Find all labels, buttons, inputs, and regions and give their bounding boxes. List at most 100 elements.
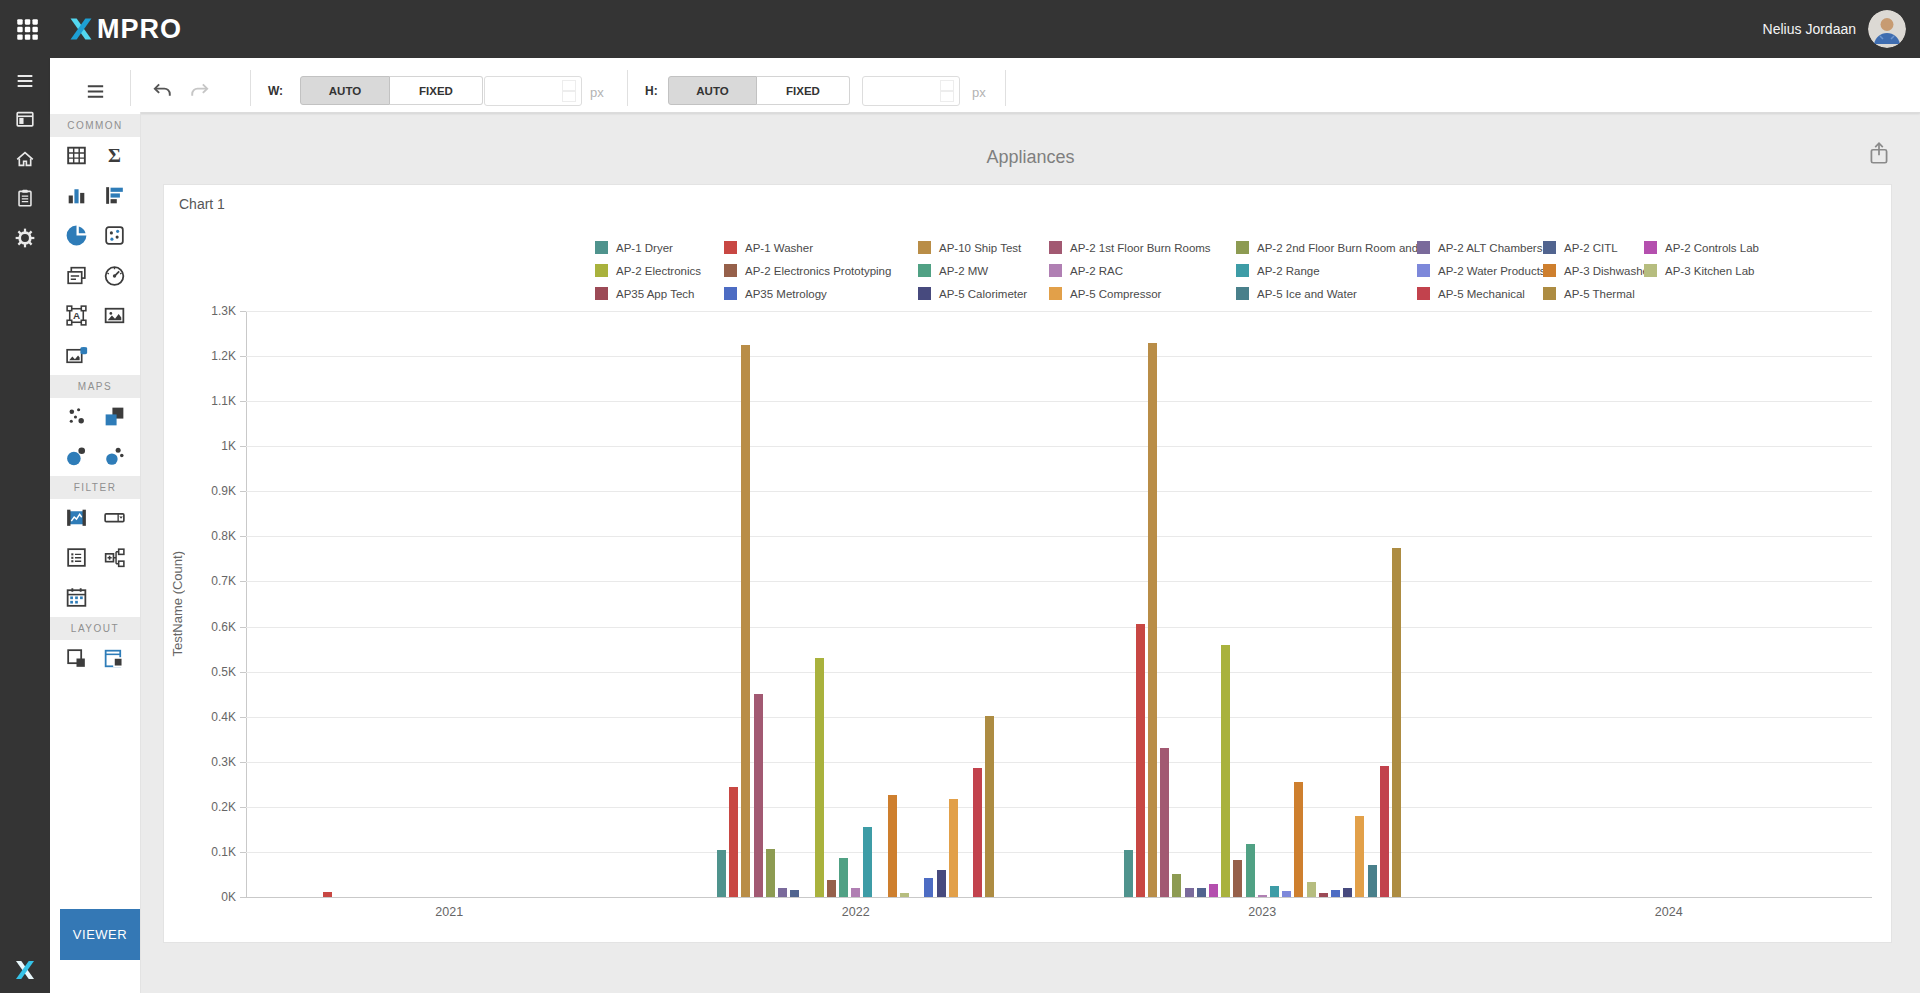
legend-item[interactable]: AP-2 ALT Chambers <box>1417 236 1543 259</box>
height-value-input[interactable] <box>862 76 960 106</box>
bar-AP-3 Kitchen Lab[interactable] <box>1307 882 1316 897</box>
bar-AP-5 Compressor[interactable] <box>1355 816 1364 897</box>
bar-AP-5 Ice and Water[interactable] <box>1368 865 1377 897</box>
bar-chart-icon[interactable] <box>57 182 95 208</box>
legend-item[interactable]: AP-1 Dryer <box>595 236 724 259</box>
cluster-map-icon[interactable] <box>95 443 133 469</box>
bar-AP-5 Mechanical[interactable] <box>973 768 982 897</box>
bar-AP-2 CITL[interactable] <box>1197 888 1206 897</box>
pie-chart-icon[interactable] <box>57 222 95 248</box>
bar-AP35 Metrology[interactable] <box>1331 890 1340 897</box>
bar-AP-3 Kitchen Lab[interactable] <box>900 893 909 897</box>
settings-icon[interactable] <box>14 227 36 249</box>
bar-AP-2 Electronics[interactable] <box>815 658 824 897</box>
legend-item[interactable]: AP-3 Dishwasher <box>1543 259 1644 282</box>
legend-item[interactable]: AP-5 Compressor <box>1049 282 1236 305</box>
panels-icon[interactable] <box>14 108 36 130</box>
bar-AP-2 1st Floor Burn Rooms[interactable] <box>1160 748 1169 897</box>
text-box-icon[interactable]: A <box>57 302 95 328</box>
bar-AP-1 Washer[interactable] <box>1136 624 1145 897</box>
legend-item[interactable]: AP-2 MW <box>918 259 1049 282</box>
popup-layout-icon[interactable] <box>95 645 133 671</box>
bar-AP35 App Tech[interactable] <box>1319 893 1328 897</box>
bar-AP-1 Dryer[interactable] <box>1124 850 1133 897</box>
legend-item[interactable]: AP-5 Calorimeter <box>918 282 1049 305</box>
bar-AP-2 MW[interactable] <box>839 858 848 897</box>
bar-AP-5 Calorimeter[interactable] <box>1343 888 1352 897</box>
width-fixed-button[interactable]: FIXED <box>390 76 483 105</box>
bar-AP-3 Dishwasher[interactable] <box>1294 782 1303 897</box>
gauge-icon[interactable] <box>95 262 133 288</box>
legend-item[interactable]: AP35 App Tech <box>595 282 724 305</box>
menu-icon[interactable] <box>84 80 107 103</box>
height-fixed-button[interactable]: FIXED <box>757 76 850 105</box>
bar-AP-1 Dryer[interactable] <box>717 850 726 897</box>
shape-map-icon[interactable] <box>95 403 133 429</box>
avatar[interactable] <box>1868 10 1906 48</box>
legend-item[interactable]: AP-2 2nd Floor Burn Room and H <box>1236 236 1417 259</box>
app-grid-icon[interactable] <box>14 16 40 42</box>
legend-item[interactable]: AP-2 Water Products <box>1417 259 1543 282</box>
legend-item[interactable]: AP-5 Ice and Water <box>1236 282 1417 305</box>
tree-filter-icon[interactable] <box>95 544 133 570</box>
width-value-input[interactable] <box>484 76 582 106</box>
bar-AP-2 RAC[interactable] <box>1258 895 1267 897</box>
bar-AP-2 Electronics Prototyping[interactable] <box>827 880 836 897</box>
dropdown-filter-icon[interactable] <box>95 504 133 530</box>
legend-item[interactable]: AP-2 RAC <box>1049 259 1236 282</box>
bar-AP-5 Compressor[interactable] <box>949 799 958 897</box>
legend-item[interactable]: AP-1 Washer <box>724 236 918 259</box>
legend-item[interactable]: AP-2 Electronics Prototyping <box>724 259 918 282</box>
legend-item[interactable]: AP35 Metrology <box>724 282 918 305</box>
legend-item[interactable]: AP-3 Kitchen Lab <box>1644 259 1762 282</box>
home-icon[interactable] <box>14 148 36 170</box>
user-name[interactable]: Nelius Jordaan <box>1763 0 1856 58</box>
bar-AP-2 MW[interactable] <box>1246 844 1255 897</box>
bar-AP-2 Controls Lab[interactable] <box>1209 884 1218 897</box>
scatter-plot-icon[interactable] <box>95 222 133 248</box>
bar-AP-10 Ship Test[interactable] <box>1148 343 1157 897</box>
bar-AP-3 Dishwasher[interactable] <box>888 795 897 897</box>
clipboard-icon[interactable] <box>14 187 36 209</box>
width-auto-button[interactable]: AUTO <box>300 76 390 105</box>
menu-icon[interactable] <box>14 70 36 92</box>
bar-AP-2 Water Products[interactable] <box>1282 891 1291 897</box>
image-data-icon[interactable] <box>57 342 95 368</box>
bar-AP-2 ALT Chambers[interactable] <box>778 888 787 897</box>
bar-AP-10 Ship Test[interactable] <box>741 345 750 897</box>
bar-AP-2 ALT Chambers[interactable] <box>1185 888 1194 897</box>
bar-AP-2 Range[interactable] <box>863 827 872 897</box>
legend-item[interactable]: AP-2 Controls Lab <box>1644 236 1762 259</box>
panel-layout-icon[interactable] <box>57 645 95 671</box>
bar-AP-5 Mechanical[interactable] <box>1380 766 1389 897</box>
undo-icon[interactable] <box>151 80 174 103</box>
bar-AP-2 2nd Floor Burn Room and H[interactable] <box>1172 874 1181 897</box>
bar-AP-2 Range[interactable] <box>1270 886 1279 897</box>
sum-icon[interactable]: Σ <box>95 142 133 168</box>
bar-AP-1 Washer[interactable] <box>729 787 738 897</box>
cards-icon[interactable] <box>57 262 95 288</box>
bar-AP-2 2nd Floor Burn Room and H[interactable] <box>766 849 775 897</box>
bar-AP35 Metrology[interactable] <box>924 878 933 897</box>
bar-AP-5 Thermal[interactable] <box>985 716 994 897</box>
list-filter-icon[interactable] <box>57 544 95 570</box>
bar-AP-2 Electronics[interactable] <box>1221 645 1230 897</box>
image-icon[interactable] <box>95 302 133 328</box>
dot-map-icon[interactable] <box>57 403 95 429</box>
column-chart-icon[interactable] <box>95 182 133 208</box>
bar-AP-2 CITL[interactable] <box>790 890 799 897</box>
legend-item[interactable]: AP-5 Mechanical <box>1417 282 1543 305</box>
range-filter-icon[interactable] <box>57 504 95 530</box>
bar-AP-2 1st Floor Burn Rooms[interactable] <box>754 694 763 897</box>
bubble-map-icon[interactable] <box>57 443 95 469</box>
redo-icon[interactable] <box>188 80 211 103</box>
bar-AP-1 Washer[interactable] <box>323 892 332 897</box>
legend-item[interactable]: AP-10 Ship Test <box>918 236 1049 259</box>
date-filter-icon[interactable] <box>57 584 95 610</box>
bar-AP-5 Calorimeter[interactable] <box>937 870 946 897</box>
legend-item[interactable]: AP-2 Range <box>1236 259 1417 282</box>
legend-item[interactable]: AP-2 1st Floor Burn Rooms <box>1049 236 1236 259</box>
height-auto-button[interactable]: AUTO <box>668 76 757 105</box>
width-stepper[interactable] <box>562 80 576 102</box>
legend-item[interactable]: AP-2 Electronics <box>595 259 724 282</box>
